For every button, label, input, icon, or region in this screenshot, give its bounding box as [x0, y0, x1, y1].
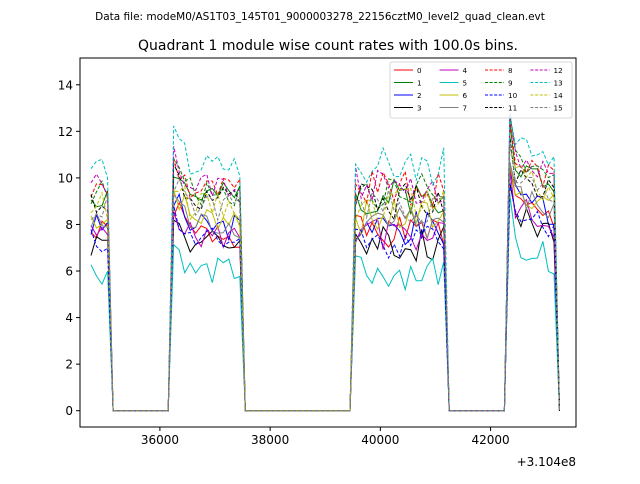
y-tick-label: 14 — [58, 78, 73, 92]
y-tick-label: 8 — [65, 218, 73, 232]
x-tick-label: 42000 — [471, 433, 509, 447]
legend-label-12: 12 — [554, 66, 563, 75]
y-tick-label: 6 — [65, 265, 73, 279]
y-tick-label: 0 — [65, 404, 73, 418]
legend-label-6: 6 — [463, 91, 468, 100]
legend-label-9: 9 — [508, 79, 513, 88]
legend-label-0: 0 — [417, 66, 422, 75]
plot-area — [80, 58, 576, 427]
legend-label-13: 13 — [554, 79, 563, 88]
legend-label-8: 8 — [508, 66, 513, 75]
y-tick-label: 2 — [65, 358, 73, 372]
suptitle: Data file: modeM0/AS1T03_145T01_90000032… — [95, 11, 545, 23]
legend-label-15: 15 — [554, 104, 563, 113]
plot-frame — [79, 57, 577, 428]
legend-label-7: 7 — [463, 104, 468, 113]
series-line-15 — [90, 141, 560, 412]
x-offset-label: +3.104e8 — [517, 455, 576, 469]
legend-label-3: 3 — [417, 104, 422, 113]
y-tick-label: 4 — [65, 311, 73, 325]
series-layer — [90, 113, 560, 412]
chart-title: Quadrant 1 module wise count rates with … — [138, 38, 518, 54]
legend-label-4: 4 — [463, 66, 468, 75]
x-tick-label: 40000 — [361, 433, 399, 447]
x-tick-label: 36000 — [141, 433, 179, 447]
legend-label-14: 14 — [554, 91, 564, 100]
legend-label-1: 1 — [417, 79, 422, 88]
legend-label-5: 5 — [463, 79, 468, 88]
legend-box — [389, 61, 573, 119]
legend-label-10: 10 — [508, 91, 518, 100]
y-tick-label: 10 — [58, 171, 73, 185]
y-tick-label: 12 — [58, 125, 73, 139]
legend-label-11: 11 — [508, 104, 517, 113]
x-tick-label: 38000 — [251, 433, 289, 447]
legend-label-2: 2 — [417, 91, 422, 100]
